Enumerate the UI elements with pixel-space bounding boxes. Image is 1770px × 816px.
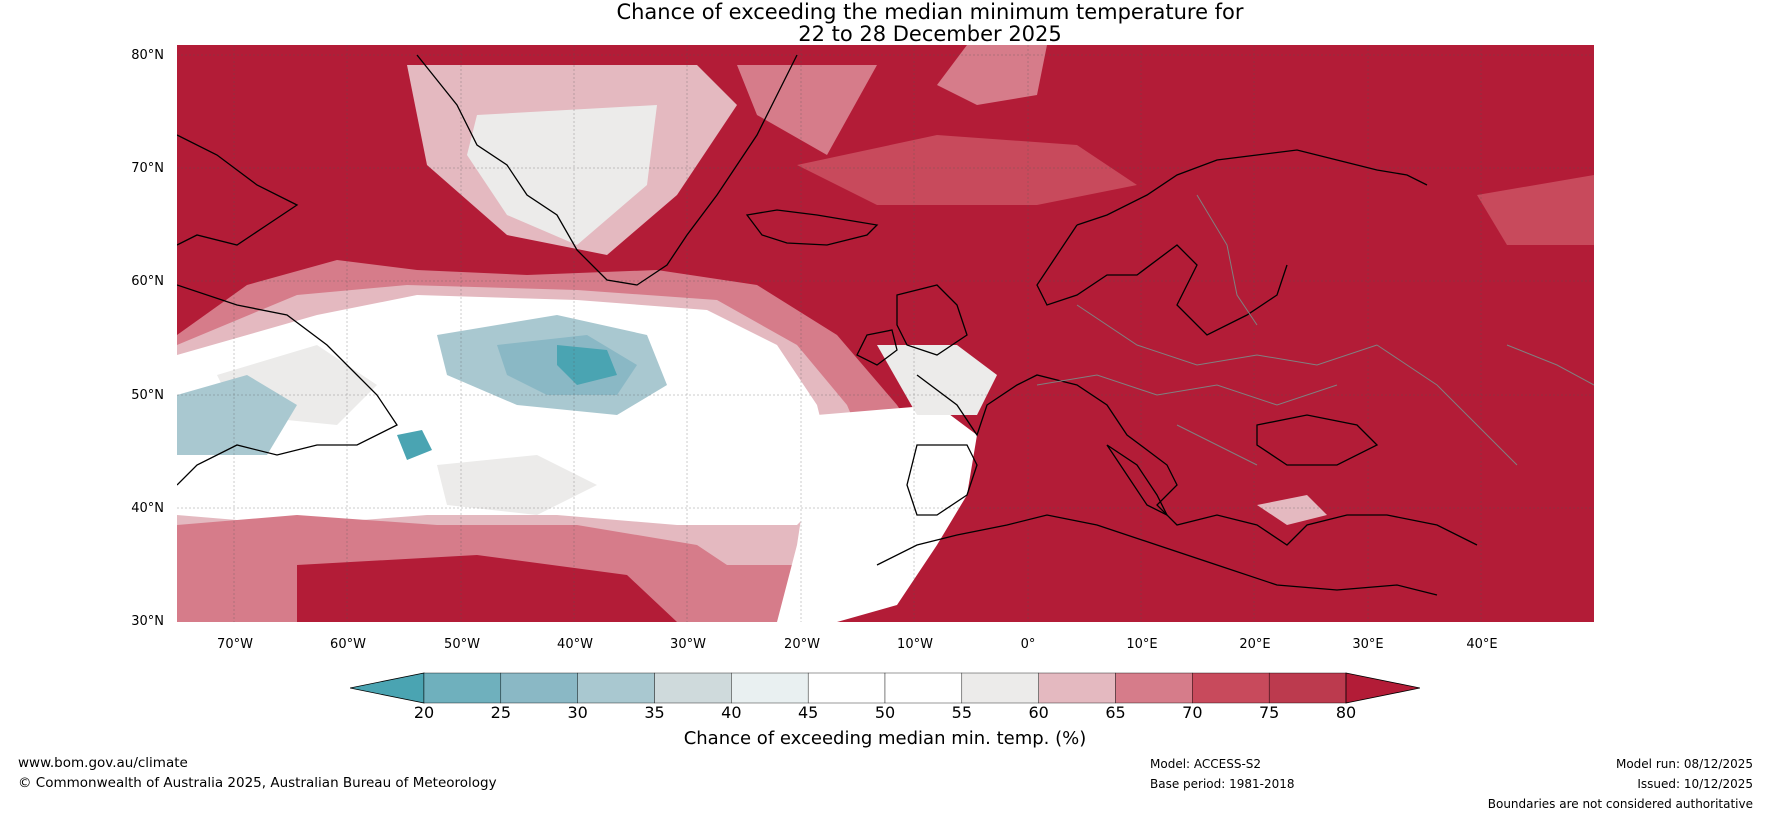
colorbar-tick-label: 30	[567, 703, 588, 722]
iberia-neutral-area	[777, 405, 977, 622]
colorbar-segment	[1192, 672, 1270, 704]
canada-coast	[177, 284, 398, 486]
greenland-white-area	[467, 105, 657, 245]
country-borders	[1036, 194, 1594, 466]
british-isles-coast	[856, 284, 968, 366]
colorbar-segment	[500, 672, 578, 704]
graticule	[177, 45, 1594, 622]
lat-label-80n: 80°N	[131, 48, 164, 63]
lat-label-50n: 50°N	[131, 388, 164, 403]
title-line-1: Chance of exceeding the median minimum t…	[616, 0, 1244, 24]
colorbar-segment	[1038, 672, 1116, 704]
france-neutral-area	[877, 345, 997, 415]
colorbar-tick-label: 50	[874, 703, 896, 722]
black-sea-patch	[1257, 495, 1327, 525]
colorbar-tick-label: 60	[1028, 703, 1049, 722]
lon-label-70w: 70°W	[217, 637, 253, 652]
title-line-2: 22 to 28 December 2025	[798, 22, 1062, 46]
colorbar-extend-low	[349, 672, 425, 704]
colorbar-segment	[961, 672, 1039, 704]
lat-label-70n: 70°N	[131, 161, 164, 176]
colorbar-segment	[731, 672, 809, 704]
lon-label-10w: 10°W	[897, 637, 933, 652]
footer-model: Model: ACCESS-S2	[1150, 757, 1262, 771]
atlantic-grey-patches	[217, 345, 597, 515]
colorbar-segment	[577, 672, 655, 704]
colorbar-tick-label: 35	[644, 703, 665, 722]
arctic-east-patch	[1477, 175, 1594, 245]
africa-coast	[876, 514, 1438, 596]
southern-dark-band	[297, 555, 677, 622]
cool-anomaly-core	[557, 345, 617, 385]
coastlines	[177, 54, 1478, 596]
colorbar-tick-label: 65	[1105, 703, 1126, 722]
colorbar-tick-label: 45	[797, 703, 819, 722]
footer-website: www.bom.gov.au/climate	[18, 755, 188, 771]
arctic-pink-patch	[937, 45, 1047, 105]
lat-label-60n: 60°N	[131, 274, 164, 289]
mid-cool-spot	[397, 430, 432, 460]
lon-label-40e: 40°E	[1466, 637, 1498, 652]
colorbar-segment	[807, 672, 886, 704]
lat-label-30n: 30°N	[131, 614, 164, 629]
lon-label-30e: 30°E	[1352, 637, 1384, 652]
colorbar-tick-label: 80	[1335, 703, 1357, 722]
colorbar-tick-label: 70	[1182, 703, 1203, 722]
colorbar-segment	[654, 672, 732, 704]
footer-copyright: © Commonwealth of Australia 2025, Austra…	[18, 775, 497, 791]
colorbar-segment	[884, 672, 963, 704]
black-sea-coast	[1256, 414, 1379, 466]
colorbar-tick-label: 40	[721, 703, 742, 722]
footer-model-run: Model run: 08/12/2025	[1615, 757, 1753, 771]
lon-label-60w: 60°W	[330, 637, 366, 652]
lon-label-10e: 10°E	[1126, 637, 1158, 652]
footer-base-period: Base period: 1981-2018	[1150, 777, 1295, 791]
baffin-coast	[177, 134, 299, 246]
scandinavia-coast	[1036, 224, 1288, 336]
colorbar-label: Chance of exceeding median min. temp. (%…	[683, 728, 1087, 749]
norwegian-sea-patch	[797, 135, 1137, 205]
map-title: Chance of exceeding the median minimum t…	[0, 0, 1770, 24]
map-panel	[177, 45, 1594, 622]
norway-coast	[1076, 149, 1428, 226]
lon-label-20w: 20°W	[784, 637, 820, 652]
colorbar	[349, 670, 1421, 706]
footer-issued: Issued: 10/12/2025	[1637, 777, 1753, 791]
lon-label-50w: 50°W	[444, 637, 480, 652]
lon-label-0: 0°	[1020, 637, 1036, 652]
colorbar-tick-label: 20	[413, 703, 435, 722]
probability-map	[177, 45, 1594, 622]
lon-label-30w: 30°W	[670, 637, 706, 652]
colorbar-tick-label: 55	[951, 703, 972, 722]
greenland-coast	[416, 54, 798, 286]
italy-coast	[1106, 444, 1169, 517]
colorbar-segment	[1268, 672, 1347, 704]
atlantic-white-band	[177, 295, 837, 525]
lon-label-20e: 20°E	[1239, 637, 1271, 652]
europe-coast	[916, 374, 1478, 546]
colorbar-tick-label: 25	[490, 703, 511, 722]
colorbar-extend-high	[1345, 672, 1421, 704]
lat-label-40n: 40°N	[131, 501, 164, 516]
colorbar-segment	[423, 672, 502, 704]
colorbar-graphic	[349, 672, 1421, 704]
lon-label-40w: 40°W	[557, 637, 593, 652]
iceland-coast	[745, 209, 879, 246]
colorbar-segment	[1115, 672, 1193, 704]
footer-disclaimer: Boundaries are not considered authoritat…	[1487, 797, 1753, 811]
iberia-coast	[906, 444, 978, 516]
greenland-north-pink	[737, 65, 877, 155]
colorbar-tick-label: 75	[1258, 703, 1280, 722]
